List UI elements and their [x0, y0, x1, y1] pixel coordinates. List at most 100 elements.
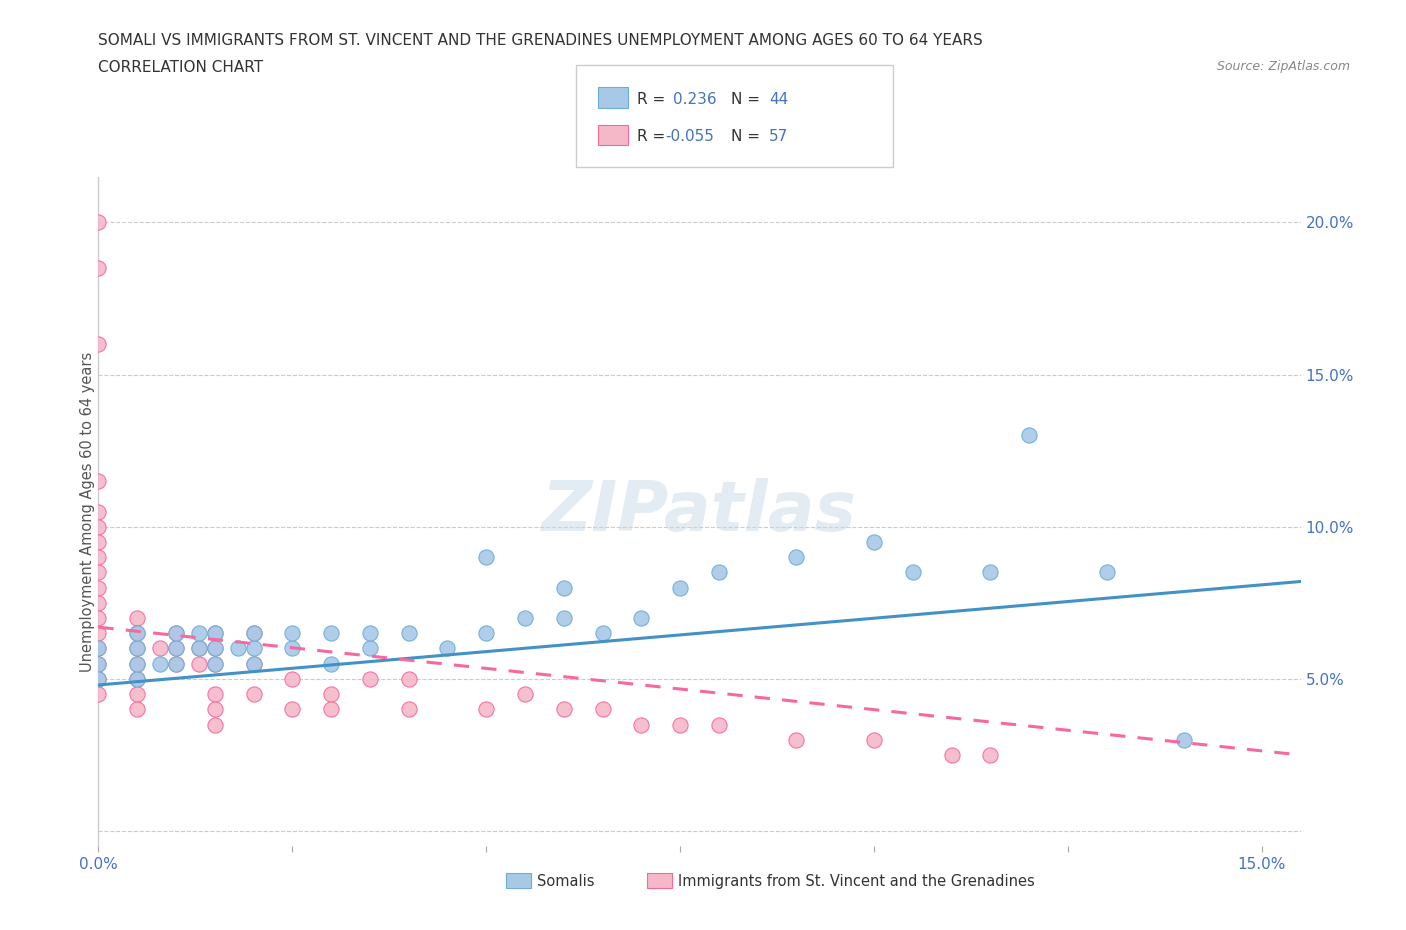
Text: 44: 44	[769, 92, 789, 107]
Point	[319, 702, 342, 717]
Point	[319, 657, 342, 671]
Point	[319, 626, 342, 641]
Point	[513, 686, 536, 701]
Point	[204, 702, 226, 717]
Point	[188, 641, 211, 656]
Point	[87, 611, 110, 626]
Point	[87, 641, 110, 656]
Text: 0.236: 0.236	[673, 92, 717, 107]
Point	[204, 657, 226, 671]
Point	[242, 626, 264, 641]
Point	[165, 657, 187, 671]
Point	[941, 748, 963, 763]
Point	[785, 732, 807, 747]
Point	[359, 626, 381, 641]
Point	[87, 473, 110, 488]
Point	[319, 686, 342, 701]
Point	[281, 702, 304, 717]
Point	[281, 641, 304, 656]
Text: SOMALI VS IMMIGRANTS FROM ST. VINCENT AND THE GRENADINES UNEMPLOYMENT AMONG AGES: SOMALI VS IMMIGRANTS FROM ST. VINCENT AN…	[98, 33, 983, 47]
Point	[127, 626, 149, 641]
Point	[707, 565, 730, 579]
Point	[863, 732, 886, 747]
Point	[359, 671, 381, 686]
Point	[165, 641, 187, 656]
Point	[127, 671, 149, 686]
Point	[553, 580, 575, 595]
Point	[87, 657, 110, 671]
Point	[863, 535, 886, 550]
Point	[204, 641, 226, 656]
Text: ZIPatlas: ZIPatlas	[541, 478, 858, 545]
Point	[87, 565, 110, 579]
Point	[165, 626, 187, 641]
Point	[204, 641, 226, 656]
Point	[242, 686, 264, 701]
Point	[242, 626, 264, 641]
Point	[669, 580, 692, 595]
Text: N =: N =	[731, 129, 765, 144]
Point	[281, 626, 304, 641]
Point	[242, 641, 264, 656]
Point	[513, 611, 536, 626]
Point	[188, 657, 211, 671]
Point	[592, 626, 614, 641]
Point	[398, 671, 420, 686]
Point	[127, 641, 149, 656]
Point	[165, 641, 187, 656]
Text: CORRELATION CHART: CORRELATION CHART	[98, 60, 263, 75]
Point	[281, 671, 304, 686]
Point	[87, 671, 110, 686]
Text: R =: R =	[637, 92, 671, 107]
Point	[475, 550, 498, 565]
Point	[204, 717, 226, 732]
Point	[87, 519, 110, 534]
Point	[87, 535, 110, 550]
Text: Immigrants from St. Vincent and the Grenadines: Immigrants from St. Vincent and the Gren…	[678, 874, 1035, 889]
Point	[785, 550, 807, 565]
Point	[165, 657, 187, 671]
Point	[398, 626, 420, 641]
Point	[204, 686, 226, 701]
Point	[204, 657, 226, 671]
Point	[398, 702, 420, 717]
Point	[165, 626, 187, 641]
Point	[204, 626, 226, 641]
Point	[630, 611, 652, 626]
Point	[127, 611, 149, 626]
Point	[149, 657, 172, 671]
Point	[630, 717, 652, 732]
Point	[669, 717, 692, 732]
Text: 57: 57	[769, 129, 789, 144]
Point	[475, 702, 498, 717]
Point	[87, 657, 110, 671]
Point	[127, 626, 149, 641]
Point	[242, 657, 264, 671]
Point	[1018, 428, 1040, 443]
Text: Somalis: Somalis	[537, 874, 595, 889]
Point	[436, 641, 458, 656]
Point	[901, 565, 924, 579]
Text: R =: R =	[637, 129, 671, 144]
Point	[127, 671, 149, 686]
Y-axis label: Unemployment Among Ages 60 to 64 years: Unemployment Among Ages 60 to 64 years	[80, 352, 94, 671]
Point	[553, 611, 575, 626]
Text: -0.055: -0.055	[665, 129, 714, 144]
Point	[204, 626, 226, 641]
Point	[127, 657, 149, 671]
Point	[359, 641, 381, 656]
Text: N =: N =	[731, 92, 765, 107]
Point	[87, 215, 110, 230]
Point	[553, 702, 575, 717]
Point	[87, 550, 110, 565]
Text: Source: ZipAtlas.com: Source: ZipAtlas.com	[1216, 60, 1350, 73]
Point	[87, 686, 110, 701]
Point	[87, 671, 110, 686]
Point	[149, 641, 172, 656]
Point	[475, 626, 498, 641]
Point	[1173, 732, 1195, 747]
Point	[87, 260, 110, 275]
Point	[707, 717, 730, 732]
Point	[87, 595, 110, 610]
Point	[87, 641, 110, 656]
